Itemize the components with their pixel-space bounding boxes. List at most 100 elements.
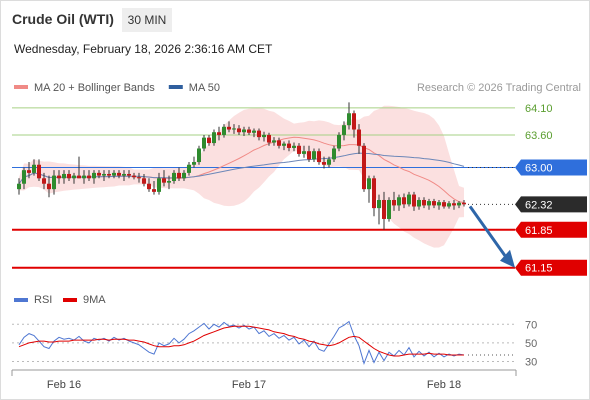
candle [292,142,296,152]
candle [272,137,276,146]
candle [117,170,121,179]
candle [307,145,311,163]
candle-body [227,126,231,130]
candle [367,175,371,203]
candle-body [117,172,121,176]
candle [107,170,111,179]
candle-body [387,199,391,219]
candle [432,198,436,209]
candle [372,175,376,217]
candle-body [167,181,171,183]
candle [322,156,326,169]
candle [412,191,416,211]
rsi-tick-50: 50 [525,338,537,350]
x-tick-label-0: Feb 16 [47,379,81,391]
candle [142,173,146,187]
candle [172,170,176,184]
candle [182,170,186,182]
candle-body [197,148,201,163]
candle-body [452,203,456,206]
candle [257,128,261,141]
candle-body [367,178,371,190]
candle-body [47,183,51,190]
candle [72,172,76,184]
candle-body [397,197,401,206]
level-label-63.60: 63.60 [525,130,553,142]
candle [147,178,151,192]
candle [237,125,241,135]
candle-body [432,201,436,206]
candle-body [22,170,26,184]
candle [192,156,196,168]
candle [127,170,131,179]
level-label-61.15: 61.15 [525,263,553,275]
candle-body [92,172,96,179]
candle-body [392,199,396,206]
rsi-ma-legend-swatch [63,298,77,302]
candle-body [82,175,86,179]
candle [47,175,51,198]
candle-body [272,140,276,143]
timeframe-badge[interactable]: 30 MIN [122,8,172,32]
candle [427,198,431,210]
candle [362,143,366,192]
chart-datetime: Wednesday, February 18, 2026 2:36:16 AM … [14,42,273,56]
candle-body [247,129,251,133]
candle [102,170,106,182]
candle [87,170,91,182]
level-label-63.00: 63.00 [525,162,553,174]
candle-body [342,125,346,135]
rsi-tick-70: 70 [525,319,537,331]
candle-body [232,128,236,130]
candle-body [407,194,411,205]
candle-body [372,178,376,209]
candle [232,124,236,134]
level-tag-62.32 [515,196,587,213]
candle-body [282,143,286,146]
candle-body [412,194,416,207]
candle-body [242,129,246,133]
candle [327,156,331,168]
candle-body [122,173,126,176]
candle-body [87,175,91,179]
candle-body [347,113,351,126]
candle [287,140,291,152]
level-tag-61.85 [515,221,587,238]
candle [282,141,286,151]
candle-body [142,178,146,184]
candle-body [207,137,211,144]
projection-arrow-head [500,249,515,268]
candle [302,145,306,158]
candle [42,172,46,190]
candle [262,131,266,142]
candle [132,172,136,180]
candle-body [52,175,56,190]
rsi-legend-swatch [14,298,28,302]
candle [392,191,396,211]
candle-body [17,183,21,190]
candle [62,170,66,184]
projection-arrow-line [468,205,507,257]
candle [187,162,191,176]
candle [177,167,181,182]
level-label-61.85: 61.85 [525,225,553,237]
candle-body [317,151,321,163]
candle [242,126,246,137]
level-tag-63.00 [515,159,587,176]
candle-body [222,126,226,135]
rsi-ma-line [18,325,464,357]
legend-label-0: MA 20 + Bollinger Bands [34,82,155,94]
candle-body [442,202,446,207]
candle [77,156,81,179]
candle-body [262,134,266,138]
candle [452,199,456,210]
legend-label-1: MA 50 [189,82,220,94]
candle [312,148,316,163]
instrument-title: Crude Oil (WTI) [12,11,114,27]
candle [347,102,351,130]
candle-body [437,202,441,206]
candle [377,194,381,225]
credit-text: Research © 2026 Trading Central [417,82,581,94]
